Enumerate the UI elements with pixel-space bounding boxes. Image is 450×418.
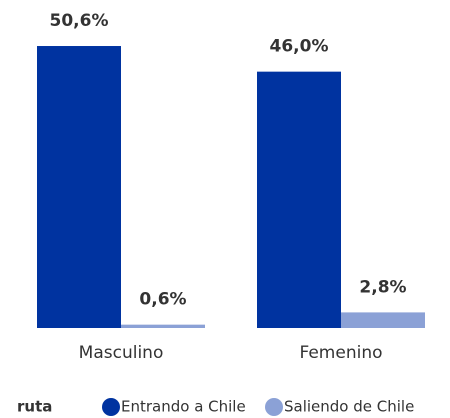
bar	[37, 46, 121, 329]
x-tick-label: Femenino	[300, 343, 383, 363]
legend-swatch	[265, 398, 283, 416]
data-label: 46,0%	[270, 37, 329, 57]
bar	[121, 324, 205, 328]
data-label: 0,6%	[139, 290, 186, 310]
x-tick-label: Masculino	[79, 343, 164, 363]
legend-label: Entrando a Chile	[121, 398, 246, 416]
bar	[341, 312, 425, 328]
data-label: 50,6%	[50, 11, 109, 31]
bar	[257, 71, 341, 329]
data-label: 2,8%	[359, 277, 406, 297]
legend-title: ruta	[17, 398, 52, 416]
legend-label: Saliendo de Chile	[284, 398, 414, 416]
legend-swatch	[102, 398, 120, 416]
